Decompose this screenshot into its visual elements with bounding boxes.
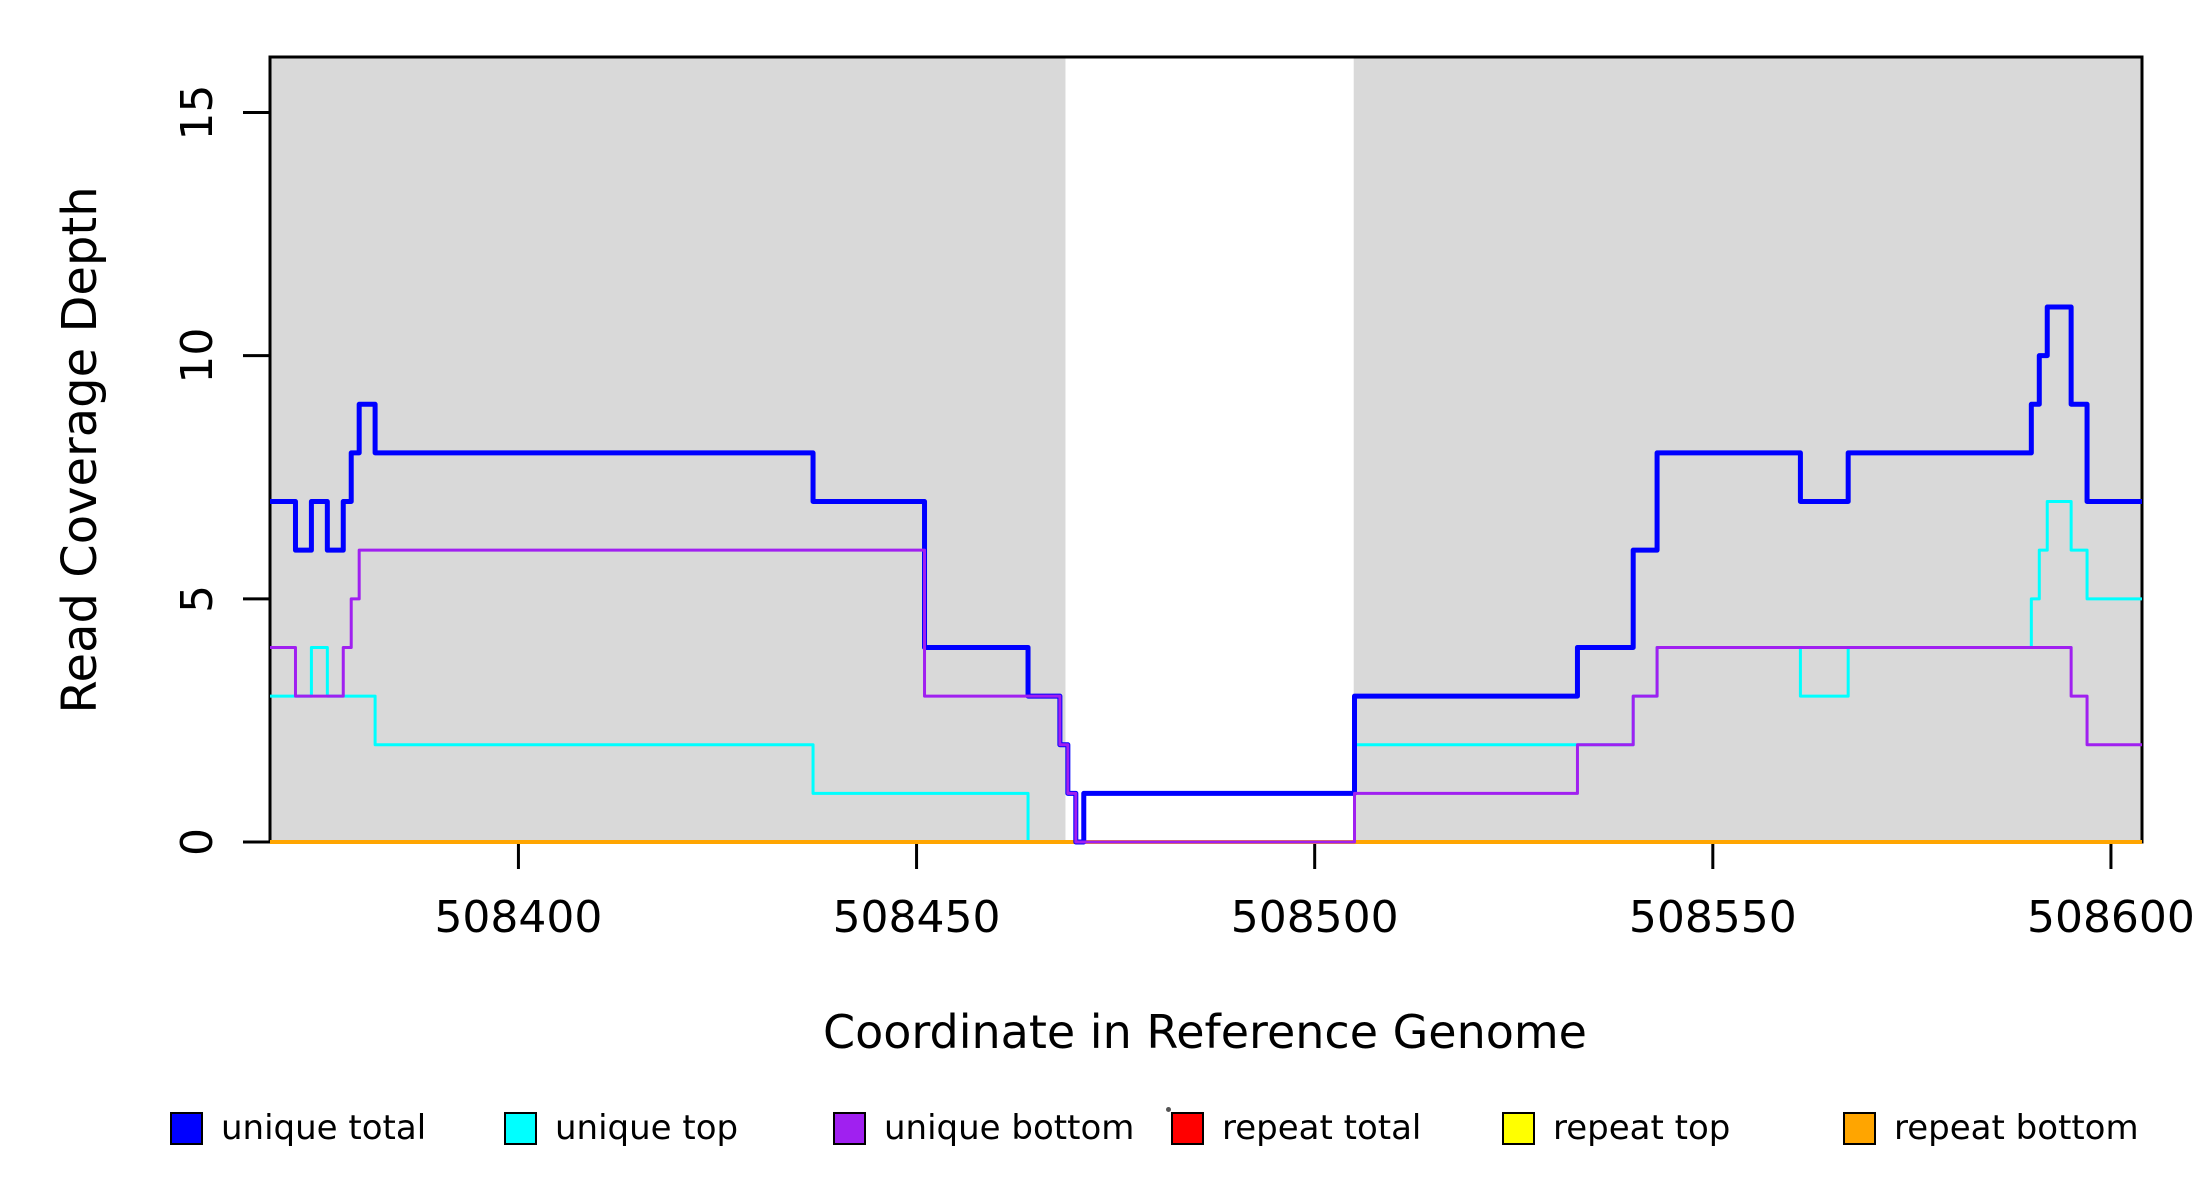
- x-tick-label: 508500: [1231, 892, 1399, 943]
- shaded-region-1: [1353, 57, 2142, 842]
- legend-item-unique-total: unique total: [170, 1108, 426, 1148]
- legend-item-repeat-bottom: repeat bottom: [1843, 1108, 2139, 1148]
- x-tick-label: 508400: [434, 892, 602, 943]
- legend-label-repeat-top: repeat top: [1553, 1108, 1731, 1148]
- y-tick-label: 0: [172, 828, 223, 856]
- legend-label-repeat-bottom: repeat bottom: [1894, 1108, 2139, 1148]
- legend-swatch-unique-top: [504, 1111, 537, 1145]
- legend-swatch-unique-bottom: [833, 1111, 866, 1145]
- y-tick-label: 10: [172, 328, 223, 384]
- x-tick-label: 508450: [833, 892, 1001, 943]
- legend-label-repeat-total: repeat total: [1222, 1108, 1422, 1148]
- legend-swatch-repeat-total: [1171, 1111, 1204, 1145]
- x-axis-title: Coordinate in Reference Genome: [823, 1005, 1587, 1059]
- legend-label-unique-top: unique top: [555, 1108, 739, 1148]
- legend-item-unique-bottom: unique bottom: [833, 1108, 1134, 1148]
- legend-item-repeat-top: repeat top: [1502, 1108, 1730, 1148]
- legend-label-unique-total: unique total: [221, 1108, 427, 1148]
- y-tick-label: 15: [172, 84, 223, 140]
- legend-swatch-unique-total: [170, 1111, 203, 1145]
- y-tick-label: 5: [172, 585, 223, 613]
- legend-item-repeat-total: repeat total: [1171, 1108, 1421, 1148]
- stray-dot: [1166, 1107, 1171, 1112]
- legend-label-unique-bottom: unique bottom: [884, 1108, 1135, 1148]
- legend-swatch-repeat-bottom: [1843, 1111, 1876, 1145]
- legend-swatch-repeat-top: [1502, 1111, 1535, 1145]
- shaded-region-0: [270, 57, 1066, 842]
- series-unique-bottom: [270, 548, 2142, 844]
- x-tick-label: 508600: [2027, 892, 2195, 943]
- x-tick-label: 508550: [1629, 892, 1797, 943]
- y-axis-title: Read Coverage Depth: [52, 186, 108, 714]
- legend-item-unique-top: unique top: [504, 1108, 738, 1148]
